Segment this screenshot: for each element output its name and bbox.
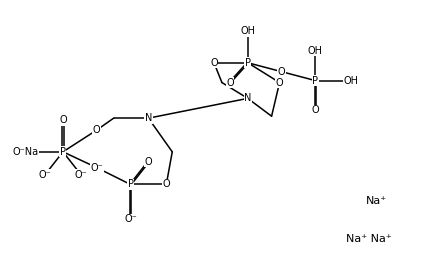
Text: O: O xyxy=(210,58,218,68)
Text: P: P xyxy=(60,147,66,157)
Text: O: O xyxy=(276,77,283,87)
Text: O: O xyxy=(145,157,152,167)
Text: OH: OH xyxy=(308,46,323,56)
Text: P: P xyxy=(245,58,251,68)
Text: O⁻: O⁻ xyxy=(75,169,87,180)
Text: O: O xyxy=(162,179,170,189)
Text: O: O xyxy=(59,115,67,125)
Text: N: N xyxy=(244,93,252,103)
Text: O⁻Na: O⁻Na xyxy=(12,147,38,157)
Text: P: P xyxy=(312,76,318,86)
Text: O: O xyxy=(311,105,319,115)
Text: O: O xyxy=(93,125,100,135)
Text: O⁻: O⁻ xyxy=(90,163,103,173)
Text: N: N xyxy=(145,113,152,123)
Text: Na⁺ Na⁺: Na⁺ Na⁺ xyxy=(346,234,392,244)
Text: Na⁺: Na⁺ xyxy=(366,196,387,206)
Text: O: O xyxy=(278,67,285,77)
Text: P: P xyxy=(127,179,133,189)
Text: O⁻: O⁻ xyxy=(124,214,137,224)
Text: O: O xyxy=(226,77,234,87)
Text: OH: OH xyxy=(240,26,255,36)
Text: O⁻: O⁻ xyxy=(39,169,51,180)
Text: OH: OH xyxy=(344,76,359,86)
